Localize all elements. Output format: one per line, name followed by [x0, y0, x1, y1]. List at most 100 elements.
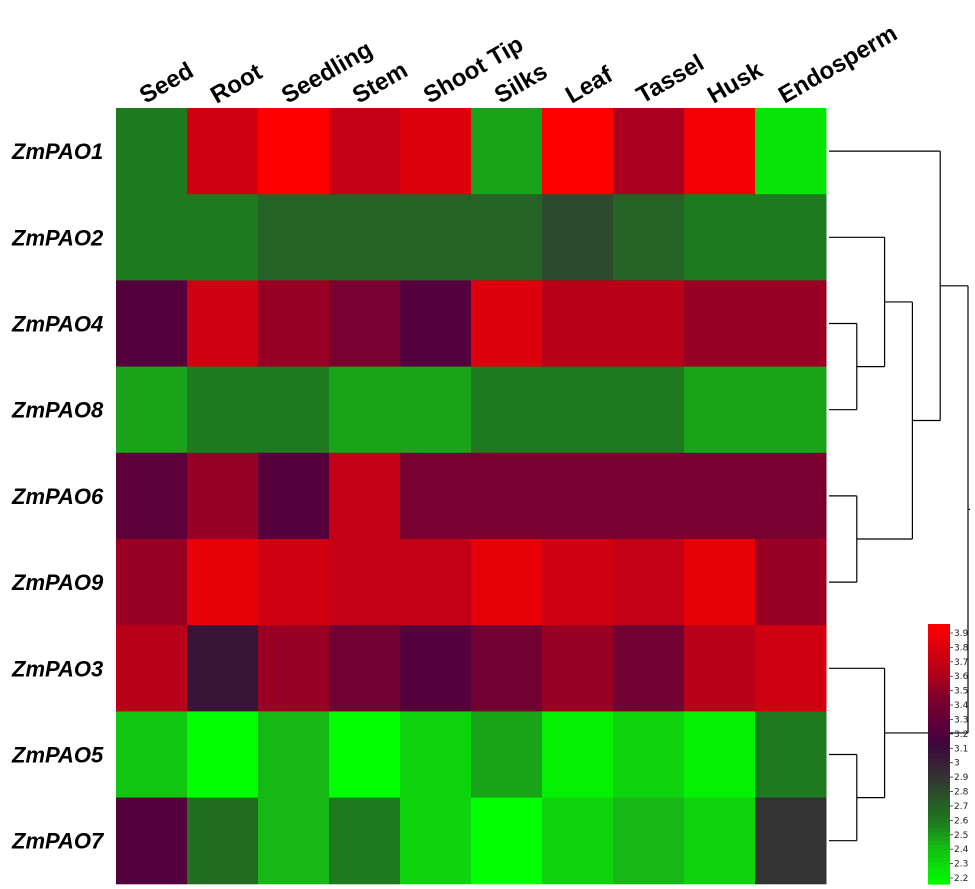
heatmap-cell-ZmPAO8-tassel [613, 366, 685, 454]
heatmap-cell-ZmPAO1-husk [684, 108, 756, 195]
legend-color-segment [928, 628, 950, 634]
legend-color-segment [928, 810, 950, 816]
heatmap-cell-ZmPAO6-endosperm [755, 452, 827, 540]
heatmap-cell-ZmPAO8-husk [684, 366, 756, 454]
legend-color-segment [928, 853, 950, 859]
heatmap-cell-ZmPAO4-stem [329, 280, 401, 368]
legend-color-segment [928, 879, 950, 885]
legend-color-segment [928, 827, 950, 833]
heatmap-cell-ZmPAO6-husk [684, 452, 756, 540]
heatmap-cell-ZmPAO6-silks [471, 452, 543, 540]
row-dendrogram [829, 150, 970, 842]
heatmap-cell-ZmPAO2-seed [116, 194, 188, 281]
heatmap-cell-ZmPAO3-seedling [258, 625, 330, 712]
row-label-zmpao3: ZmPAO3 [11, 656, 103, 681]
heatmap-cell-ZmPAO5-endosperm [755, 711, 827, 799]
legend-color-segment [928, 806, 950, 811]
legend-tick-label: 3.6 [954, 672, 969, 682]
legend-color-segment [928, 719, 950, 725]
legend-tick-label: 3.2 [954, 730, 968, 740]
column-label-seed: Seed [135, 57, 198, 109]
heatmap-cell-ZmPAO9-seedling [258, 539, 330, 626]
heatmap-cell-ZmPAO3-leaf [542, 625, 614, 712]
heatmap-cell-ZmPAO6-seed [116, 452, 188, 540]
heatmap-cell-ZmPAO1-root [187, 108, 259, 195]
heatmap-cell-ZmPAO7-root [187, 797, 259, 885]
legend-color-segment [928, 819, 950, 824]
legend-color-segment [928, 732, 950, 738]
heatmap-cell-ZmPAO6-tassel [613, 452, 685, 540]
heatmap-cell-ZmPAO3-seed [116, 625, 188, 712]
legend-color-segment [928, 801, 950, 807]
legend-tick-label: 3.5 [954, 687, 968, 697]
heatmap-cell-ZmPAO5-husk [684, 711, 756, 799]
heatmap-cell-ZmPAO1-shoot-tip [400, 108, 472, 195]
legend-color-segment [928, 758, 950, 764]
heatmap-cell-ZmPAO9-seed [116, 539, 188, 626]
heatmap-cell-ZmPAO4-seed [116, 280, 188, 368]
heatmap-cell-ZmPAO9-husk [684, 539, 756, 626]
legend-tick-label: 2.5 [954, 831, 968, 841]
legend-tick-label: 3 [954, 759, 960, 769]
heatmap-cells [116, 108, 827, 885]
heatmap-cell-ZmPAO9-shoot-tip [400, 539, 472, 626]
legend-tick-label: 3.4 [954, 701, 969, 711]
heatmap-cell-ZmPAO8-seedling [258, 366, 330, 454]
legend-color-segment [928, 693, 950, 699]
legend-color-segment [928, 866, 950, 872]
legend-color-segment [928, 663, 950, 668]
heatmap-cell-ZmPAO9-tassel [613, 539, 685, 626]
legend-color-segment [928, 641, 950, 647]
legend-color-segment [928, 658, 950, 664]
legend-color-segment [928, 771, 950, 777]
legend-color-segment [928, 706, 950, 712]
legend-color-segment [928, 823, 950, 829]
legend-color-segment [928, 749, 950, 755]
legend-color-segment [928, 784, 950, 790]
heatmap-cell-ZmPAO2-shoot-tip [400, 194, 472, 281]
row-label-zmpao4: ZmPAO4 [11, 312, 103, 337]
legend-tick-label: 3.8 [954, 643, 969, 653]
color-legend: 3.9 3.8 3.7 3.6 3.5 3.4 3.3 3.2 3.1 3 2.9 2.8 2.7 2.6… [928, 624, 969, 885]
heatmap-cell-ZmPAO7-seedling [258, 797, 330, 885]
row-label-zmpao8: ZmPAO8 [11, 398, 104, 423]
row-label-zmpao2: ZmPAO2 [11, 225, 104, 250]
row-label-zmpao1: ZmPAO1 [11, 139, 103, 164]
heatmap-cell-ZmPAO8-stem [329, 366, 401, 454]
heatmap-cell-ZmPAO6-seedling [258, 452, 330, 540]
legend-color-segment [928, 680, 950, 686]
legend-tick-label: 2.9 [954, 773, 969, 783]
legend-color-segment [928, 745, 950, 751]
heatmap-cell-ZmPAO6-root [187, 452, 259, 540]
heatmap-cell-ZmPAO4-seedling [258, 280, 330, 368]
heatmap-cell-ZmPAO7-stem [329, 797, 401, 885]
legend-color-segment [928, 858, 950, 863]
legend-color-segment [928, 875, 950, 881]
legend-color-segment [928, 728, 950, 733]
heatmap-cell-ZmPAO3-tassel [613, 625, 685, 712]
legend-color-segment [928, 650, 950, 655]
legend-tick-label: 2.3 [954, 860, 968, 870]
legend-color-segment [928, 767, 950, 772]
heatmap-cell-ZmPAO5-silks [471, 711, 543, 799]
legend-color-segment [928, 689, 950, 694]
heatmap-cell-ZmPAO4-root [187, 280, 259, 368]
heatmap-cell-ZmPAO6-shoot-tip [400, 452, 472, 540]
heatmap-cell-ZmPAO3-shoot-tip [400, 625, 472, 712]
heatmap-cell-ZmPAO2-husk [684, 194, 756, 281]
legend-color-segment [928, 871, 950, 876]
legend-color-segment [928, 836, 950, 842]
legend-color-segment [928, 797, 950, 803]
legend-color-segment [928, 788, 950, 794]
heatmap-cell-ZmPAO6-leaf [542, 452, 614, 540]
legend-color-segment [928, 840, 950, 846]
heatmap-cell-ZmPAO6-stem [329, 452, 401, 540]
column-label-leaf: Leaf [561, 61, 618, 110]
heatmap-cell-ZmPAO1-stem [329, 108, 401, 195]
heatmap-cell-ZmPAO1-seedling [258, 108, 330, 195]
heatmap-cell-ZmPAO3-silks [471, 625, 543, 712]
legend-color-segment [928, 632, 950, 638]
legend-color-segment [928, 702, 950, 707]
legend-tick-label: 2.2 [954, 874, 968, 884]
legend-color-segment [928, 715, 950, 720]
